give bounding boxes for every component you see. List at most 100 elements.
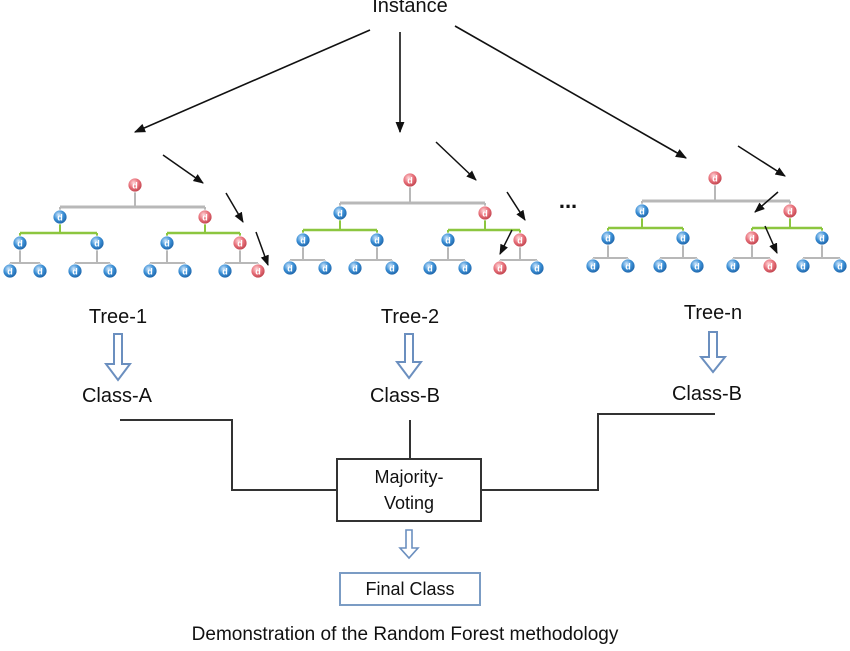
decision-tree-3: d d d d d d d d d d d d d d d [585,170,848,274]
svg-text:d: d [590,262,596,272]
svg-text:d: d [482,209,488,219]
svg-text:d: d [605,234,611,244]
svg-text:d: d [694,262,700,272]
svg-text:d: d [337,209,343,219]
tree-node-red: d [250,263,266,279]
svg-text:d: d [749,234,755,244]
svg-text:d: d [132,181,138,191]
svg-text:d: d [427,264,433,274]
tree-node-blue: d [369,232,385,248]
svg-text:d: d [322,264,328,274]
tree-node-blue: d [675,230,691,246]
final-class-label: Final Class [365,578,455,599]
tree-node-blue: d [600,230,616,246]
tree-node-blue: d [295,232,311,248]
tree-node-blue: d [142,263,158,279]
path-arrow [435,141,477,181]
tree-node-blue: d [67,263,83,279]
svg-text:d: d [680,234,686,244]
tree-node-red: d [492,260,508,276]
svg-text:d: d [352,264,358,274]
svg-text:d: d [639,207,645,217]
tree-node-blue: d [422,260,438,276]
svg-text:d: d [374,236,380,246]
svg-text:d: d [445,236,451,246]
tree-node-red: d [477,205,493,221]
svg-text:d: d [37,267,43,277]
voting-line-2: Voting [383,493,435,513]
instance-arrows [133,25,687,159]
svg-text:d: d [237,239,243,249]
svg-text:d: d [819,234,825,244]
tree-2-label: Tree-2 [380,306,440,328]
tree-node-blue: d [217,263,233,279]
svg-text:d: d [255,267,261,277]
tree-node-blue: d [795,258,811,274]
path-arrow [225,192,244,223]
tree-node-red: d [707,170,723,186]
svg-text:d: d [389,264,395,274]
path-arrow [506,191,526,221]
decision-tree-1: d d d d d d d d d d d d d d d [2,177,266,279]
tree-node-blue: d [689,258,705,274]
svg-text:d: d [800,262,806,272]
ellipsis: ... [558,188,578,213]
tree-node-blue: d [332,205,348,221]
instance-arrow-tree1 [133,29,371,133]
tree-node-blue: d [347,260,363,276]
tree-node-blue: d [2,263,18,279]
tree-node-red: d [782,203,798,219]
tree-node-red: d [402,172,418,188]
path-arrow [499,229,513,255]
instance-arrow-treen [454,25,687,159]
tree-node-blue: d [32,263,48,279]
tree-node-blue: d [12,235,28,251]
tree-node-red: d [762,258,778,274]
svg-text:d: d [712,174,718,184]
tree-node-blue: d [159,235,175,251]
caption: Demonstration of the Random Forest metho… [191,624,619,645]
tree1-down-arrow [104,333,132,382]
tree-node-blue: d [177,263,193,279]
connector-tree1 [120,419,336,491]
tree-node-blue: d [52,209,68,225]
trees-layer: d d d d d d d d d d d d d d d d d d d d d d d d d d d d d d d d d d d d d d d d… [2,170,848,279]
tree-node-blue: d [282,260,298,276]
tree-node-blue: d [384,260,400,276]
tree-node-red: d [127,177,143,193]
tree-node-blue: d [317,260,333,276]
tree-node-blue: d [634,203,650,219]
hollow-arrows [104,331,728,560]
svg-text:d: d [657,262,663,272]
tree-node-blue: d [620,258,636,274]
svg-text:d: d [837,262,843,272]
final-class-box: Final Class [339,572,481,606]
tree-node-blue: d [725,258,741,274]
voting-line-1: Majority- [374,467,444,487]
svg-text:d: d [17,239,23,249]
svg-text:d: d [57,213,63,223]
tree-1-label: Tree-1 [88,306,148,328]
svg-text:d: d [202,213,208,223]
svg-text:d: d [72,267,78,277]
tree-node-blue: d [457,260,473,276]
svg-text:d: d [517,236,523,246]
svg-text:d: d [767,262,773,272]
vote-down-arrow [398,529,420,560]
svg-text:d: d [182,267,188,277]
svg-text:d: d [107,267,113,277]
path-arrow [162,154,204,184]
treen-down-arrow [698,331,728,374]
tree-n-class: Class-B [671,383,743,405]
path-arrow [255,231,269,266]
tree-node-blue: d [814,230,830,246]
vote-connectors [120,413,715,491]
tree2-down-arrow [395,333,423,380]
tree-node-red: d [512,232,528,248]
tree-node-red: d [744,230,760,246]
tree-node-blue: d [652,258,668,274]
svg-text:d: d [534,264,540,274]
majority-voting-box: Majority- Voting [336,458,482,522]
